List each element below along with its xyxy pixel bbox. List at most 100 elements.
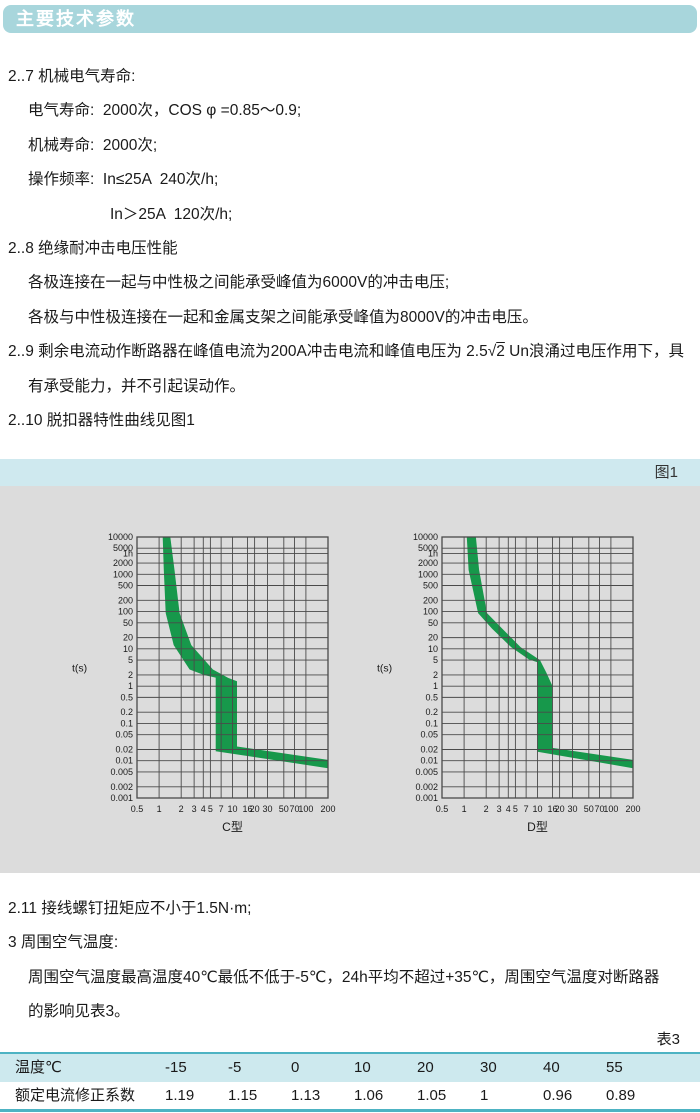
table-header-cell: 40 — [535, 1054, 598, 1082]
svg-text:5000: 5000 — [418, 543, 438, 553]
trip-curve-chart-c: 1000050001h200010005002001005020105210.5… — [72, 532, 336, 834]
svg-text:1h: 1h — [428, 549, 438, 559]
svg-text:100: 100 — [603, 804, 618, 814]
table-cell: 0.96 — [535, 1082, 598, 1109]
svg-text:70: 70 — [595, 804, 605, 814]
svg-text:7: 7 — [524, 804, 529, 814]
svg-text:20: 20 — [123, 633, 133, 643]
svg-text:0.5: 0.5 — [120, 692, 133, 702]
svg-text:50: 50 — [123, 618, 133, 628]
table-cell: 1 — [472, 1082, 535, 1109]
trip-band — [466, 537, 633, 769]
table-header-cell: -15 — [157, 1054, 220, 1082]
svg-text:0.001: 0.001 — [110, 793, 133, 803]
svg-text:5: 5 — [433, 655, 438, 665]
spec-line: 电气寿命: 2000次，COS φ =0.85～0.9; — [28, 102, 302, 120]
chart-type-label: C型 — [222, 820, 243, 834]
svg-text:500: 500 — [118, 581, 133, 591]
temperature-correction-table: 温度℃ -15 -5 0 10 20 30 40 55 额定电流修正系数 1.19 1.15 1.13 1… — [0, 1052, 700, 1112]
svg-text:200: 200 — [320, 804, 335, 814]
svg-text:5000: 5000 — [113, 543, 133, 553]
svg-text:0.05: 0.05 — [420, 730, 438, 740]
svg-text:50: 50 — [428, 618, 438, 628]
trip-band — [162, 537, 328, 769]
svg-text:10: 10 — [123, 644, 133, 654]
svg-text:0.5: 0.5 — [131, 804, 144, 814]
svg-text:100: 100 — [298, 804, 313, 814]
svg-text:2: 2 — [433, 670, 438, 680]
table-cell: 1.15 — [220, 1082, 283, 1109]
table-header-cell: -5 — [220, 1054, 283, 1082]
table-cell: 1.13 — [283, 1082, 346, 1109]
spec-line: 操作频率: In≤25A 240次/h; — [28, 171, 219, 189]
svg-text:0.01: 0.01 — [115, 756, 133, 766]
svg-text:0.2: 0.2 — [120, 707, 133, 717]
figure-caption-bar: 图1 — [0, 459, 700, 486]
svg-text:2000: 2000 — [113, 558, 133, 568]
svg-text:0.2: 0.2 — [425, 707, 438, 717]
svg-text:10: 10 — [227, 804, 237, 814]
svg-text:5: 5 — [513, 804, 518, 814]
spec-line: 的影响见表3。 — [28, 1003, 130, 1021]
spec-line: 机械寿命: 2000次; — [28, 136, 158, 154]
figure-chart-area: 10000 5000 1h 2000 1000 500 200 100 50 20 10 5 2 1 0.5… — [0, 486, 700, 873]
svg-text:20: 20 — [555, 804, 565, 814]
svg-text:5: 5 — [128, 655, 133, 665]
svg-text:0.01: 0.01 — [420, 756, 438, 766]
chart-grid — [136, 536, 329, 799]
svg-text:5: 5 — [208, 804, 213, 814]
svg-text:20: 20 — [250, 804, 260, 814]
table-cell: 额定电流修正系数 — [0, 1082, 157, 1109]
table-label: 表3 — [656, 1031, 680, 1048]
svg-text:2: 2 — [484, 804, 489, 814]
svg-text:2000: 2000 — [418, 558, 438, 568]
svg-text:1h: 1h — [123, 549, 133, 559]
spec-line: 有承受能力，并不引起误动作。 — [28, 377, 246, 395]
spec-line: 2.11 接线螺钉扭矩应不小于1.5N·m; — [8, 900, 252, 917]
spec-line: 2..9 剩余电流动作断路器在峰值电流为200A冲击电流和峰值电压为 2.5√2… — [8, 343, 684, 361]
spec-line: 周围空气温度最高温度40℃最低不低于-5℃，24h平均不超过+35℃，周围空气温… — [28, 968, 660, 986]
svg-text:0.1: 0.1 — [425, 718, 438, 728]
svg-text:7: 7 — [219, 804, 224, 814]
svg-text:0.005: 0.005 — [415, 767, 438, 777]
svg-text:0.1: 0.1 — [120, 718, 133, 728]
y-axis-label: t(s) — [377, 663, 392, 675]
table-header-cell: 10 — [346, 1054, 409, 1082]
svg-text:16: 16 — [242, 804, 252, 814]
svg-text:0.002: 0.002 — [415, 782, 438, 792]
spec-line: 2..7 机械电气寿命: — [8, 68, 136, 85]
svg-text:500: 500 — [423, 581, 438, 591]
svg-text:10: 10 — [532, 804, 542, 814]
trip-curve-chart-d: 1000050001h200010005002001005020105210.5… — [377, 532, 641, 834]
table-cell: 1.19 — [157, 1082, 220, 1109]
table-header-cell: 温度℃ — [0, 1054, 157, 1082]
svg-text:2: 2 — [179, 804, 184, 814]
svg-text:100: 100 — [423, 607, 438, 617]
svg-text:4: 4 — [506, 804, 511, 814]
svg-text:30: 30 — [568, 804, 578, 814]
y-axis-label: t(s) — [72, 663, 87, 675]
svg-text:10: 10 — [428, 644, 438, 654]
svg-text:1: 1 — [433, 681, 438, 691]
svg-text:0.002: 0.002 — [110, 782, 133, 792]
svg-text:1000: 1000 — [418, 569, 438, 579]
table-header-cell: 20 — [409, 1054, 472, 1082]
svg-text:3: 3 — [497, 804, 502, 814]
table-header-cell: 30 — [472, 1054, 535, 1082]
chart-grid — [441, 536, 634, 799]
svg-text:100: 100 — [118, 607, 133, 617]
svg-text:200: 200 — [423, 595, 438, 605]
svg-text:0.001: 0.001 — [415, 793, 438, 803]
svg-text:1000: 1000 — [113, 569, 133, 579]
svg-text:200: 200 — [625, 804, 640, 814]
svg-text:3: 3 — [192, 804, 197, 814]
spec-paragraphs-bottom: 2.11 接线螺钉扭矩应不小于1.5N·m; 3 周围空气温度: 周围空气温度最高温… — [0, 892, 700, 1030]
svg-text:10000: 10000 — [108, 532, 133, 542]
svg-text:0.5: 0.5 — [436, 804, 449, 814]
svg-text:70: 70 — [290, 804, 300, 814]
svg-text:50: 50 — [584, 804, 594, 814]
